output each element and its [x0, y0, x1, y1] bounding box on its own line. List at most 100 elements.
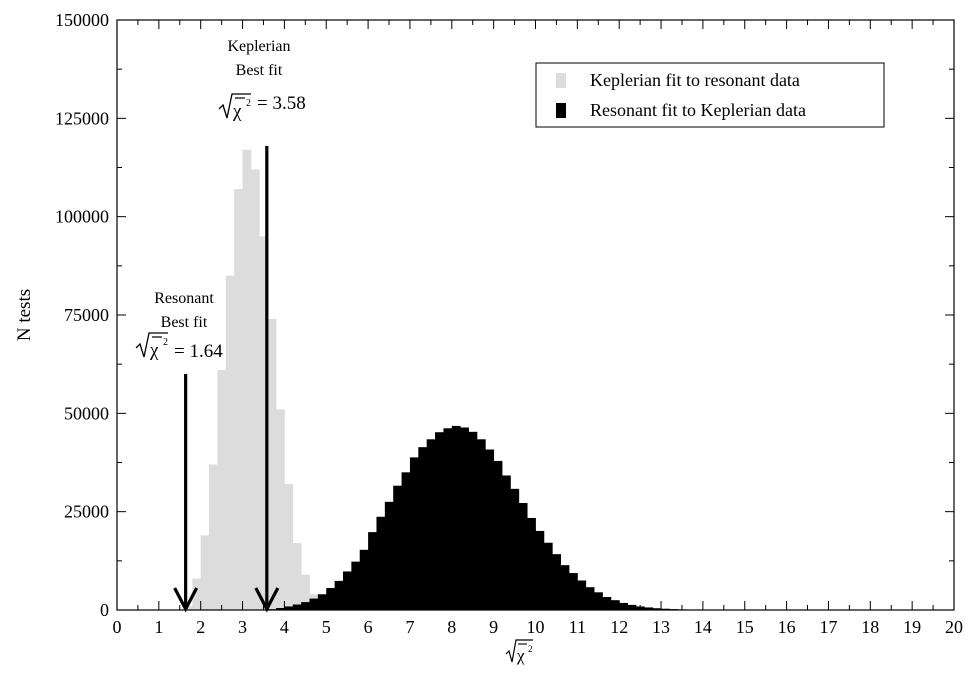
series-resonant-bars [267, 425, 737, 610]
annotation-keplerian-value: = 3.58 [257, 93, 306, 114]
svg-text:2: 2 [528, 644, 533, 654]
x-tick-label: 2 [196, 617, 205, 637]
y-tick-label: 125000 [55, 108, 109, 128]
bar-keplerian-3 [209, 464, 218, 610]
y-tick-label: 150000 [55, 10, 109, 30]
bar-resonant-22 [451, 425, 461, 610]
bar-keplerian-1 [192, 578, 202, 610]
bar-resonant-41 [610, 600, 620, 610]
bar-resonant-21 [443, 428, 453, 610]
bar-keplerian-4 [217, 370, 227, 610]
x-tick-label: 4 [280, 617, 289, 637]
x-tick-label: 20 [945, 617, 963, 637]
bar-resonant-35 [560, 565, 570, 610]
x-tick-label: 1 [154, 617, 163, 637]
axis-ticks [116, 19, 955, 611]
legend-label-keplerian: Keplerian fit to resonant data [590, 70, 800, 90]
x-tick-label: 7 [405, 617, 414, 637]
bar-resonant-43 [627, 604, 637, 610]
arrow-head [173, 587, 199, 613]
x-tick-label: 11 [569, 617, 586, 637]
bar-resonant-46 [652, 608, 662, 610]
sqrt-chi-symbol-resonant: χ 2 [135, 332, 168, 361]
y-tick-labels: 0 25000 50000 75000 100000 125000 150000 [55, 10, 109, 620]
legend-label-resonant: Resonant fit to Keplerian data [590, 100, 806, 120]
bar-resonant-7 [326, 587, 336, 610]
annotation-resonant-value: = 1.64 [174, 341, 223, 362]
x-tick-label: 6 [364, 617, 373, 637]
x-tick-label: 10 [527, 617, 545, 637]
annotation-resonant: Resonant Best fit χ 2 = 1.64 [135, 290, 223, 362]
bar-resonant-16 [401, 472, 411, 610]
legend-swatch-resonant [556, 103, 566, 118]
bar-resonant-45 [644, 607, 654, 610]
legend-swatch-keplerian [556, 73, 566, 88]
bar-resonant-30 [518, 503, 528, 610]
x-tick-label: 15 [736, 617, 754, 637]
bar-resonant-23 [460, 427, 469, 610]
bar-resonant-20 [435, 432, 444, 610]
x-tick-label: 18 [861, 617, 879, 637]
annotation-keplerian-line2: Best fit [236, 62, 283, 79]
bar-resonant-40 [602, 597, 612, 610]
svg-text:χ: χ [232, 101, 242, 122]
y-tick-label: 100000 [55, 207, 109, 227]
bar-keplerian-5 [225, 275, 235, 610]
bar-keplerian-14 [301, 574, 310, 610]
bar-resonant-33 [543, 542, 553, 610]
sqrt-chi-symbol-keplerian: χ 2 [218, 93, 251, 122]
svg-text:2: 2 [246, 98, 251, 109]
y-tick-label: 75000 [64, 305, 109, 325]
bar-resonant-14 [384, 501, 394, 610]
x-tick-label: 19 [903, 617, 921, 637]
bar-resonant-17 [409, 457, 419, 610]
bar-resonant-10 [351, 561, 361, 610]
bar-resonant-13 [376, 516, 386, 610]
arrow-head [254, 587, 280, 613]
bar-resonant-26 [485, 449, 495, 610]
y-tick-label: 50000 [64, 403, 109, 423]
bar-resonant-39 [594, 592, 603, 610]
bar-resonant-38 [585, 587, 595, 610]
bar-keplerian-0 [183, 606, 193, 610]
bar-keplerian-11 [276, 409, 285, 610]
bar-resonant-15 [393, 485, 402, 610]
x-tick-label: 13 [652, 617, 670, 637]
bar-keplerian-8 [250, 169, 260, 610]
bar-resonant-18 [418, 447, 428, 610]
svg-text:χ: χ [516, 646, 525, 665]
legend: Keplerian fit to resonant data Resonant … [535, 62, 885, 128]
bar-resonant-2 [284, 606, 294, 610]
bar-resonant-31 [527, 517, 536, 610]
bar-resonant-5 [309, 598, 319, 610]
bar-resonant-12 [368, 532, 377, 610]
x-tick-label: 5 [322, 617, 331, 637]
bar-keplerian-13 [292, 543, 302, 610]
bar-resonant-27 [493, 460, 503, 610]
bar-resonant-9 [342, 571, 352, 610]
legend-box [535, 62, 885, 128]
x-tick-label: 3 [238, 617, 247, 637]
y-tick-label: 0 [100, 600, 109, 620]
bar-resonant-8 [334, 580, 344, 610]
bar-keplerian-9 [259, 236, 269, 610]
bar-resonant-47 [661, 608, 670, 610]
arrow-resonant-best-fit [173, 374, 199, 613]
bar-resonant-34 [552, 554, 562, 610]
x-axis-title-text: √χ̄² [522, 662, 524, 665]
bar-keplerian-2 [200, 535, 210, 610]
series-keplerian-bars [183, 149, 344, 611]
x-tick-label: 8 [447, 617, 456, 637]
bar-resonant-36 [568, 573, 578, 610]
bar-keplerian-7 [242, 149, 252, 611]
annotation-resonant-line2: Best fit [161, 314, 208, 331]
svg-text:2: 2 [163, 337, 168, 348]
svg-text:χ: χ [149, 340, 159, 361]
x-tick-label: 14 [694, 617, 712, 637]
x-tick-label: 12 [610, 617, 628, 637]
bar-resonant-42 [619, 602, 628, 610]
bar-resonant-11 [359, 549, 369, 610]
bar-resonant-1 [276, 608, 285, 610]
annotation-keplerian: Keplerian Best fit χ 2 = 3.58 [218, 38, 306, 122]
